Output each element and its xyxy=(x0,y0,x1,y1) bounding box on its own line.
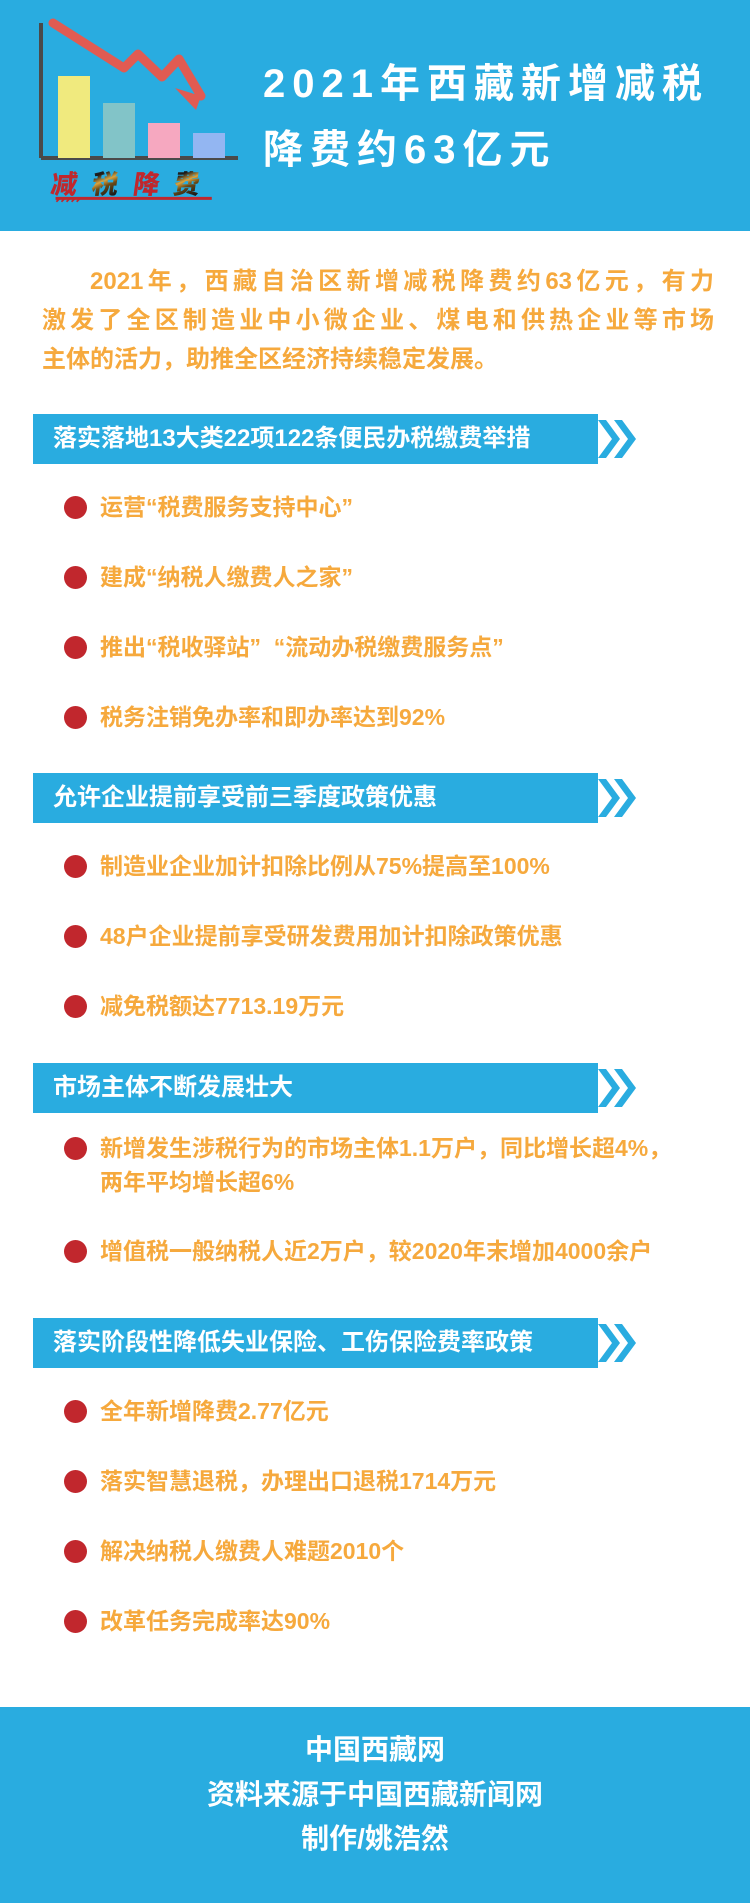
svg-text:降: 降 xyxy=(131,168,163,201)
svg-text:税: 税 xyxy=(90,168,122,201)
svg-text:费: 费 xyxy=(171,168,203,201)
svg-text:减: 减 xyxy=(50,168,80,201)
